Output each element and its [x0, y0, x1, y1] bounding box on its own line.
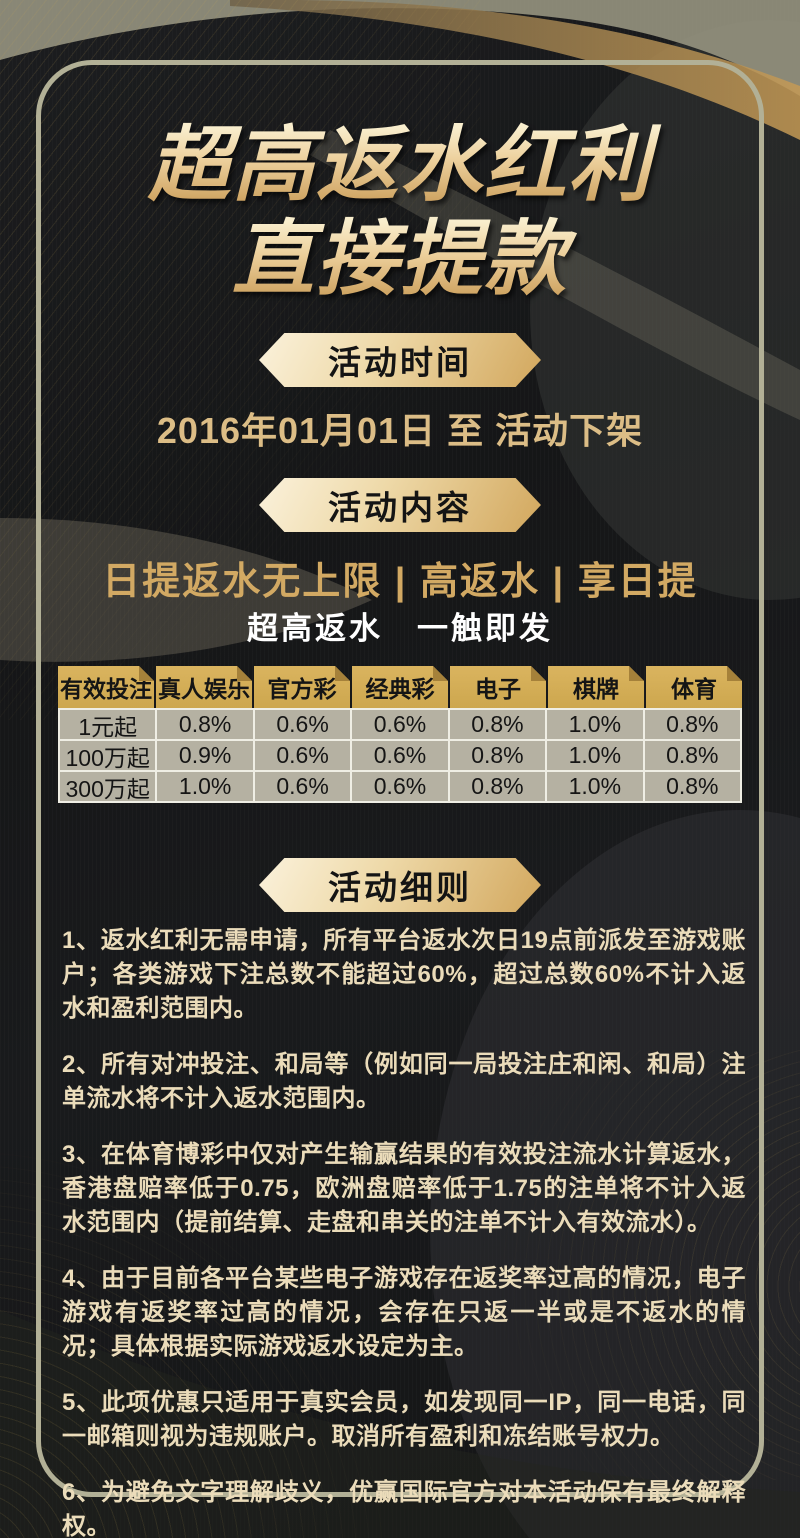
table-row-label: 300万起: [60, 772, 156, 802]
table-cell: 1.0%: [157, 772, 253, 801]
table-row-label: 1元起: [60, 710, 156, 740]
table-header-cell: 真人娱乐: [156, 666, 252, 708]
table-cell: 0.6%: [254, 710, 351, 739]
table-cell: 0.8%: [449, 772, 546, 801]
table-header-cell: 有效投注: [58, 666, 154, 708]
table-cell: 0.6%: [254, 741, 351, 770]
table-header-cell: 经典彩: [352, 666, 448, 708]
table-cell: 0.8%: [449, 710, 546, 739]
table-header-cell: 棋牌: [548, 666, 644, 708]
activity-time-banner: 活动时间: [259, 333, 541, 387]
table-row-label: 100万起: [60, 741, 156, 771]
rule-item: 2、所有对冲投注、和局等（例如同一局投注庄和闲、和局）注单流水将不计入返水范围内…: [62, 1051, 746, 1112]
rebate-table-header-row: 有效投注 真人娱乐 官方彩 经典彩 电子 棋牌 体育: [58, 666, 742, 708]
rule-item: 3、在体育博彩中仅对产生输赢结果的有效投注流水计算返水，香港盘赔率低于0.75，…: [62, 1141, 746, 1236]
table-cell: 0.8%: [644, 772, 740, 801]
table-header-cell: 电子: [450, 666, 546, 708]
activity-rules-banner: 活动细则: [259, 858, 541, 912]
banner-label: 活动时间: [328, 344, 472, 381]
rebate-table-body: 1元起 0.8% 0.6% 0.6% 0.8% 1.0% 0.8% 100万起 …: [58, 708, 742, 803]
table-cell: 0.8%: [644, 710, 740, 739]
table-cell: 0.8%: [157, 710, 253, 739]
table-cell: 0.8%: [644, 741, 740, 770]
rule-item: 1、返水红利无需申请，所有平台返水次日19点前派发至游戏账户；各类游戏下注总数不…: [62, 927, 746, 1022]
rule-item: 5、此项优惠只适用于真实会员，如发现同一IP，同一电话，同一邮箱则视为违规账户。…: [62, 1389, 746, 1450]
activity-content-banner: 活动内容: [259, 478, 541, 532]
table-cell: 0.6%: [352, 772, 448, 801]
rule-item: 6、为避免文字理解歧义，优赢国际官方对本活动保有最终解释权。: [62, 1479, 746, 1538]
banner-label: 活动细则: [328, 869, 472, 906]
table-cell: 1.0%: [547, 772, 643, 801]
table-cell: 0.6%: [352, 710, 448, 739]
poster-title-line1: 超高返水红利: [0, 118, 800, 213]
activity-date-range: 2016年01月01日 至 活动下架: [156, 410, 644, 451]
rules-list: 1、返水红利无需申请，所有平台返水次日19点前派发至游戏账户；各类游戏下注总数不…: [62, 924, 746, 1538]
table-cell: 0.6%: [352, 741, 448, 770]
banner-label: 活动内容: [328, 489, 472, 526]
table-header-cell: 体育: [646, 666, 742, 708]
table-header-cell: 官方彩: [254, 666, 350, 708]
rule-item: 4、由于目前各平台某些电子游戏存在返奖率过高的情况，电子游戏有返奖率过高的情况，…: [62, 1265, 746, 1360]
table-cell: 0.6%: [254, 772, 351, 801]
table-cell: 0.8%: [449, 741, 546, 770]
rebate-slogan-white: 超高返水 一触即发: [247, 611, 553, 646]
rebate-slogan-gold: 日提返水无上限 | 高返水 | 享日提: [102, 561, 698, 603]
table-cell: 1.0%: [547, 710, 643, 739]
table-cell: 1.0%: [547, 741, 643, 770]
poster-title-line2: 直接提款: [0, 212, 800, 307]
table-cell: 0.9%: [157, 741, 253, 770]
